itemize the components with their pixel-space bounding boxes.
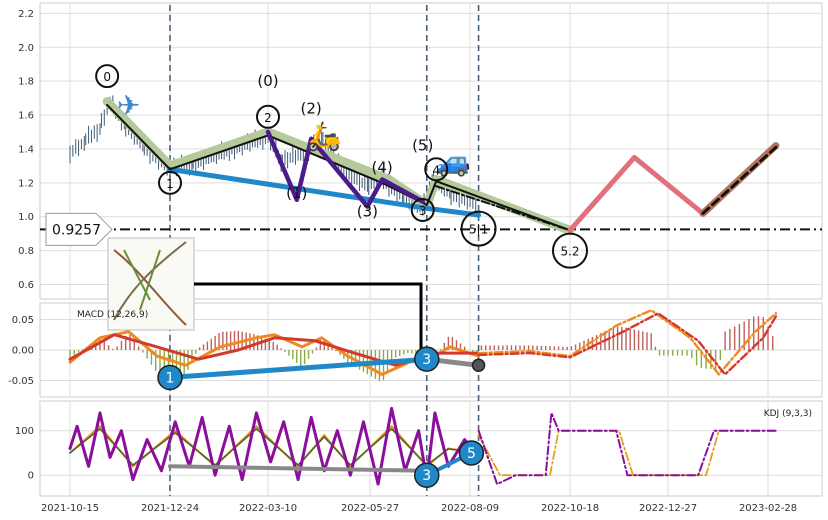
x-tick-label: 2022-03-10 (239, 503, 297, 514)
macd-marker (414, 346, 440, 372)
macd-title: MACD (12,26,9) (77, 310, 148, 320)
wave-label: 0 (103, 70, 111, 84)
forecast-path-dashed (701, 145, 778, 215)
y-tick-label: -0.05 (8, 376, 34, 387)
kdj-forecast-j-line (477, 411, 777, 486)
macd-forecast-line (477, 309, 778, 376)
wave-label-circle (424, 157, 449, 182)
x-tick-label: 2022-12-27 (639, 503, 697, 514)
inset-image-stroke (113, 249, 187, 326)
decorative-emoji-icon: 🛵 (307, 120, 342, 153)
macd-divergence-line (167, 356, 430, 380)
wave-label: 2 (264, 111, 272, 125)
reference-value-label: 0.9257 (52, 222, 101, 238)
x-tick-label: 2022-08-09 (441, 503, 499, 514)
wave-path-purple (265, 129, 425, 209)
reference-value-tag (45, 212, 113, 246)
macd-marker (157, 364, 183, 391)
y-tick-label: 1.2 (18, 178, 34, 189)
macd-marker (471, 358, 486, 373)
wave-label: (2) (301, 99, 322, 117)
kdj-divergence-line-grey (168, 464, 429, 473)
wave-label: 4 (432, 163, 440, 177)
x-tick-label: 2021-12-24 (141, 503, 199, 514)
x-tick-label: 2023-02-28 (739, 503, 797, 514)
kdj-marker-label: 5 (467, 446, 476, 462)
y-tick-label: 1.6 (18, 111, 34, 122)
wave-label: (4) (372, 159, 393, 177)
y-tick-label: 2.2 (18, 9, 34, 20)
y-tick-label: 0 (28, 471, 34, 482)
wave-label: 3 (419, 204, 427, 218)
y-tick-label: 1.4 (18, 144, 34, 155)
kdj-marker-label: 3 (422, 468, 431, 484)
wave-label-circle (460, 210, 497, 247)
decorative-emoji-icon: ✈ (117, 89, 140, 122)
kdj-forecast-k-line (477, 429, 777, 477)
x-tick-label: 2021-10-15 (41, 503, 99, 514)
y-tick-label: 1.8 (18, 77, 34, 88)
wave-label-circle (256, 104, 280, 129)
wave-label: (5) (412, 137, 433, 155)
wave-label: (1) (286, 184, 307, 202)
y-tick-label: 1.0 (18, 212, 34, 223)
wave-label-circle (552, 232, 588, 269)
y-tick-label: 0.8 (18, 246, 34, 257)
chart-labels: 2.2 2.0 1.8 1.6 1.4 1.2 1.0 0.8 0.6 0.05 0.00 -0.05… (8, 9, 797, 514)
x-tick-label: 2022-10-18 (541, 503, 599, 514)
connector-line (194, 282, 423, 360)
forecast-path-dashdot (435, 185, 571, 232)
y-tick-label: 2.0 (18, 43, 34, 54)
wave-path-blue (167, 166, 482, 218)
wave-label: 1 (166, 177, 174, 191)
kdj-title: KDJ (9,3,3) (764, 409, 812, 419)
wave-label: 5.2 (560, 245, 579, 259)
kdj-marker (414, 462, 440, 488)
kdj-j-line (68, 406, 481, 486)
wave-label: (0) (257, 72, 278, 90)
y-tick-label: 100 (15, 426, 34, 437)
x-tick-label: 2022-05-27 (341, 503, 399, 514)
wave-label-circle (95, 64, 120, 89)
y-tick-label: 0.6 (18, 280, 34, 291)
wave-label: (3) (357, 203, 378, 221)
inset-image-stroke (123, 249, 161, 311)
macd-marker-label: 3 (422, 352, 431, 368)
wave-label: 5|1 (469, 223, 488, 237)
macd-marker-label: 1 (166, 371, 175, 387)
wave-label-circle (410, 197, 435, 222)
y-tick-label: 0.05 (12, 315, 34, 326)
kdj-marker (458, 440, 485, 466)
wave-label-circle (158, 170, 182, 195)
macd-forecast-signal-line (477, 312, 778, 376)
decorative-emoji-icon: 🚙 (436, 145, 471, 178)
inset-image-stroke (113, 241, 187, 321)
y-tick-label: 0.00 (12, 346, 34, 357)
forecast-path-red (567, 154, 706, 233)
